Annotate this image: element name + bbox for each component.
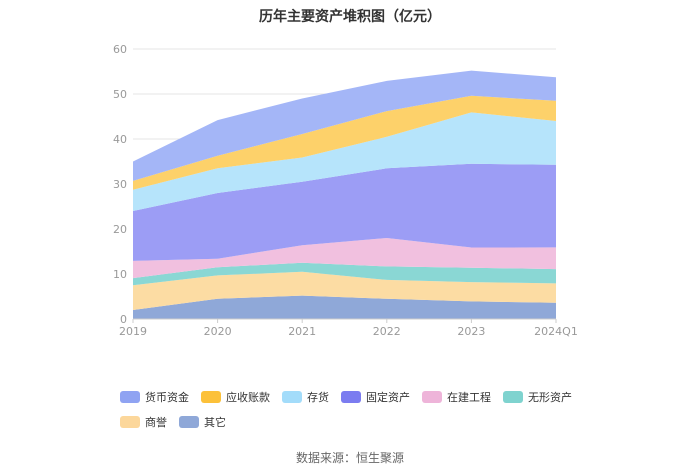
x-tick-label: 2023: [457, 325, 485, 338]
x-tick-label: 2022: [373, 325, 401, 338]
legend-swatch: [422, 391, 442, 403]
legend-label: 存货: [307, 391, 329, 404]
legend-swatch: [179, 416, 199, 428]
legend-label: 应收账款: [226, 391, 270, 404]
stacked-area-chart: 0 10 20 30 40 50 60 2019 2020 2021 2022 2023 2024Q1: [113, 43, 578, 338]
area-series-3[interactable]: [133, 238, 556, 279]
area-series-5[interactable]: [133, 112, 556, 211]
axes: 0 10 20 30 40 50 60 2019 2020 2021 2022 2023 2024Q1: [113, 43, 578, 338]
legend-swatch: [120, 391, 140, 403]
legend-swatch: [503, 391, 523, 403]
legend-label: 固定资产: [366, 391, 410, 404]
legend-item[interactable]: 应收账款: [201, 389, 270, 405]
legend-label: 在建工程: [447, 391, 491, 404]
legend-item[interactable]: 其它: [179, 414, 226, 430]
legend-swatch: [341, 391, 361, 403]
legend-swatch: [120, 416, 140, 428]
y-tick-label: 50: [113, 88, 127, 101]
legend-item[interactable]: 固定资产: [341, 389, 410, 405]
y-tick-label: 40: [113, 133, 127, 146]
area-series-1[interactable]: [133, 271, 556, 310]
legend-item[interactable]: 存货: [282, 389, 329, 405]
y-tick-label: 30: [113, 178, 127, 191]
legend-label: 货币资金: [145, 391, 189, 404]
legend-label: 商誉: [145, 416, 167, 429]
x-tick-label: 2021: [288, 325, 316, 338]
area-series-6[interactable]: [133, 95, 556, 190]
legend: 货币资金 应收账款 存货 固定资产 在建工程 无形资产商誉 其它: [120, 388, 600, 438]
area-series-0[interactable]: [133, 295, 556, 319]
legend-label: 无形资产: [528, 391, 572, 404]
chart-title: 历年主要资产堆积图（亿元）: [259, 9, 441, 25]
y-tick-label: 0: [120, 313, 127, 326]
legend-item[interactable]: 商誉: [120, 414, 167, 430]
y-tick-label: 10: [113, 268, 127, 281]
y-tick-label: 60: [113, 43, 127, 56]
legend-item[interactable]: 货币资金: [120, 389, 189, 405]
area-series-2[interactable]: [133, 262, 556, 286]
legend-item[interactable]: 在建工程: [422, 389, 491, 405]
legend-item[interactable]: 无形资产: [503, 389, 572, 405]
area-series-7[interactable]: [133, 70, 556, 181]
x-tick-label: 2024Q1: [534, 325, 578, 338]
legend-label: 其它: [204, 416, 226, 429]
x-tick-label: 2020: [204, 325, 232, 338]
legend-swatch: [282, 391, 302, 403]
y-tick-label: 20: [113, 223, 127, 236]
data-source: 数据来源：恒生聚源: [295, 451, 404, 465]
legend-swatch: [201, 391, 221, 403]
area-series-4[interactable]: [133, 163, 556, 261]
area-series: [133, 70, 556, 319]
x-tick-label: 2019: [119, 325, 147, 338]
